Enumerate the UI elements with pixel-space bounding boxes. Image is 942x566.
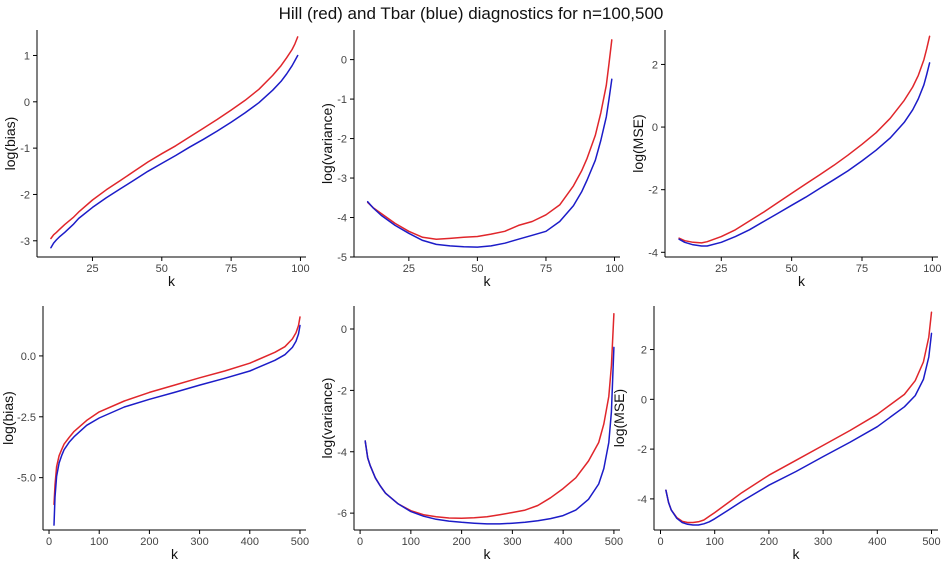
- y-tick-label: 0: [341, 55, 347, 67]
- y-tick-label: -3: [337, 173, 347, 185]
- y-tick-label: 1: [24, 50, 30, 62]
- x-tick-label: 75: [856, 263, 868, 275]
- series-line-hill: [53, 316, 301, 506]
- series-line-hill: [364, 312, 615, 520]
- figure-title: Hill (red) and Tbar (blue) diagnostics f…: [278, 4, 664, 23]
- y-tick-label: -5.0: [17, 473, 36, 485]
- panel-p5: 0 100 200 300 400 500 0 -2 -4 -6 k log(variance): [319, 306, 623, 562]
- y-tick-label: -2.5: [17, 412, 36, 424]
- series-line-hill: [665, 311, 933, 524]
- y-tick-label: 2: [652, 59, 658, 71]
- y-tick-label: 2: [641, 345, 647, 357]
- series-line-hill: [678, 35, 931, 244]
- series-line-tbar: [364, 346, 615, 525]
- series-line-hill: [366, 39, 613, 240]
- x-tick-label: 75: [225, 263, 237, 275]
- x-tick-label: 400: [868, 536, 886, 548]
- y-tick-label: -6: [337, 508, 347, 520]
- x-tick-label: 100: [923, 263, 941, 275]
- y-tick-label: 0: [341, 324, 347, 336]
- x-axis-label: k: [798, 273, 806, 289]
- y-axis-label: log(bias): [0, 391, 16, 445]
- x-axis-label: k: [484, 273, 492, 289]
- y-axis-label: log(bias): [2, 117, 18, 171]
- x-tick-label: 0: [46, 536, 52, 548]
- x-axis-label: k: [168, 273, 176, 289]
- x-axis-label: k: [484, 546, 492, 562]
- y-tick-label: -3: [20, 236, 30, 248]
- y-tick-label: -4: [648, 247, 658, 259]
- series-line-tbar: [53, 324, 301, 526]
- panel-p3: 25 50 75 100 2 0 -2 -4 k log(MSE): [630, 30, 942, 289]
- x-tick-label: 500: [922, 536, 940, 548]
- x-tick-label: 300: [190, 536, 208, 548]
- y-tick-label: 0.0: [21, 351, 36, 363]
- x-tick-label: 200: [760, 536, 778, 548]
- x-tick-label: 200: [452, 536, 470, 548]
- y-tick-label: 0: [641, 394, 647, 406]
- y-tick-label: -4: [637, 494, 647, 506]
- panel-p1: 25 50 75 100 -3 -2 -1 0 1 k log(bias): [2, 30, 310, 289]
- x-tick-label: 400: [554, 536, 572, 548]
- x-tick-label: 400: [241, 536, 259, 548]
- x-tick-label: 0: [357, 536, 363, 548]
- x-tick-label: 50: [786, 263, 798, 275]
- y-tick-label: 0: [24, 97, 30, 109]
- x-axis-label: k: [793, 546, 801, 562]
- y-tick-label: -1: [337, 94, 347, 106]
- x-tick-label: 300: [814, 536, 832, 548]
- series-line-tbar: [665, 332, 933, 526]
- y-tick-label: -1: [20, 143, 30, 155]
- x-tick-label: 75: [540, 263, 552, 275]
- y-axis-label: log(variance): [319, 378, 335, 459]
- x-axis-label: k: [171, 546, 179, 562]
- panel-p6: 0 100 200 300 400 500 2 0 -2 -4 k log(MSE): [611, 306, 941, 562]
- panel-p4: 0 100 200 300 400 500 0.0 -2.5 -5.0 k log(bias): [0, 306, 309, 562]
- x-tick-label: 0: [657, 536, 663, 548]
- x-tick-label: 100: [90, 536, 108, 548]
- x-tick-label: 100: [605, 263, 623, 275]
- y-tick-label: -4: [337, 447, 347, 459]
- y-tick-label: -2: [20, 189, 30, 201]
- series-line-tbar: [50, 54, 299, 249]
- x-tick-label: 500: [291, 536, 309, 548]
- y-tick-label: -4: [337, 213, 347, 225]
- series-line-tbar: [366, 78, 613, 248]
- x-tick-label: 500: [605, 536, 623, 548]
- series-line-hill: [50, 36, 299, 240]
- panel-p2: 25 50 75 100 0 -1 -2 -3 -4 -5 k log(variance): [319, 30, 624, 289]
- x-tick-label: 25: [715, 263, 727, 275]
- y-tick-label: -2: [637, 444, 647, 456]
- y-axis-label: log(MSE): [611, 389, 627, 447]
- y-tick-label: -2: [648, 185, 658, 197]
- series-line-tbar: [678, 62, 931, 247]
- y-tick-label: -2: [337, 134, 347, 146]
- x-tick-label: 25: [403, 263, 415, 275]
- x-tick-label: 300: [503, 536, 521, 548]
- y-axis-label: log(variance): [319, 103, 335, 184]
- x-tick-label: 100: [402, 536, 420, 548]
- x-tick-label: 100: [706, 536, 724, 548]
- y-tick-label: -5: [337, 252, 347, 264]
- y-tick-label: 0: [652, 122, 658, 134]
- y-tick-label: -2: [337, 385, 347, 397]
- x-tick-label: 50: [156, 263, 168, 275]
- x-tick-label: 50: [471, 263, 483, 275]
- x-tick-label: 100: [291, 263, 309, 275]
- y-axis-label: log(MSE): [630, 114, 646, 172]
- x-tick-label: 25: [86, 263, 98, 275]
- x-tick-label: 200: [140, 536, 158, 548]
